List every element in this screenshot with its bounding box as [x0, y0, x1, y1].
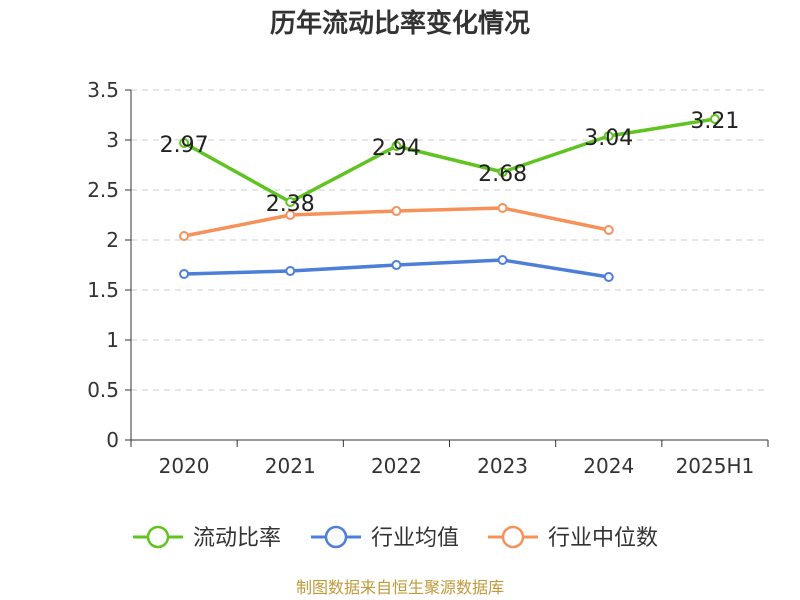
- data-point[interactable]: [285, 197, 296, 207]
- data-point[interactable]: [603, 272, 614, 282]
- y-tick-label: 2.5: [87, 178, 119, 202]
- legend-marker: [324, 525, 348, 549]
- legend-item[interactable]: 行业均值: [311, 525, 459, 551]
- y-tick-label: 1: [106, 328, 119, 352]
- y-tick-label: 1.5: [87, 278, 119, 302]
- source-note: 制图数据来自恒生聚源数据库: [295, 578, 504, 597]
- data-point[interactable]: [497, 203, 508, 213]
- data-point[interactable]: [603, 225, 614, 235]
- x-tick-label: 2023: [477, 454, 528, 478]
- data-label: 3.04: [584, 126, 633, 151]
- y-tick-label: 3.5: [87, 78, 119, 102]
- data-point[interactable]: [391, 260, 402, 270]
- data-point[interactable]: [179, 269, 190, 279]
- data-point[interactable]: [285, 210, 296, 220]
- data-point[interactable]: [497, 255, 508, 265]
- x-tick-label: 2022: [371, 454, 422, 478]
- series-lines: [179, 114, 720, 282]
- data-point[interactable]: [179, 138, 190, 148]
- data-point[interactable]: [391, 141, 402, 151]
- data-labels: 2.97 2.38 2.94 2.68 3.04 3.21: [160, 109, 740, 217]
- x-tick-label: 2024: [583, 454, 634, 478]
- data-point[interactable]: [391, 206, 402, 216]
- legend-item[interactable]: 流动比率: [133, 525, 281, 551]
- series-line: [182, 117, 717, 204]
- y-tick-label: 0: [106, 428, 119, 452]
- data-label: 3.21: [690, 109, 739, 134]
- data-point[interactable]: [179, 231, 190, 241]
- legend-label: 行业中位数: [548, 526, 658, 551]
- legend-item[interactable]: 行业中位数: [488, 525, 658, 551]
- data-point[interactable]: [709, 114, 720, 124]
- y-tick-label: 3: [106, 128, 119, 152]
- x-tick-label: 2021: [265, 454, 316, 478]
- y-tick-label: 2: [106, 228, 119, 252]
- data-point[interactable]: [497, 167, 508, 177]
- axes: 0 0.5 1 1.5 2 2.5 3 3.5 2020 2021 2022 2023 2024 2025…: [87, 78, 769, 478]
- legend-marker: [146, 525, 170, 549]
- data-point[interactable]: [603, 131, 614, 141]
- data-label: 2.68: [478, 162, 527, 187]
- data-label: 2.97: [160, 133, 209, 158]
- data-label: 2.94: [372, 136, 421, 161]
- data-point[interactable]: [285, 266, 296, 276]
- grid-lines: [131, 89, 768, 391]
- y-tick-label: 0.5: [87, 378, 119, 402]
- legend-marker: [501, 525, 525, 549]
- legend[interactable]: 流动比率 行业均值 行业中位数: [133, 525, 658, 551]
- chart-title: 历年流动比率变化情况: [269, 9, 530, 39]
- legend-label: 行业均值: [371, 526, 459, 551]
- x-tick-label: 2025H1: [676, 454, 755, 478]
- data-label: 2.38: [266, 192, 315, 217]
- x-tick-label: 2020: [159, 454, 210, 478]
- legend-label: 流动比率: [193, 526, 281, 551]
